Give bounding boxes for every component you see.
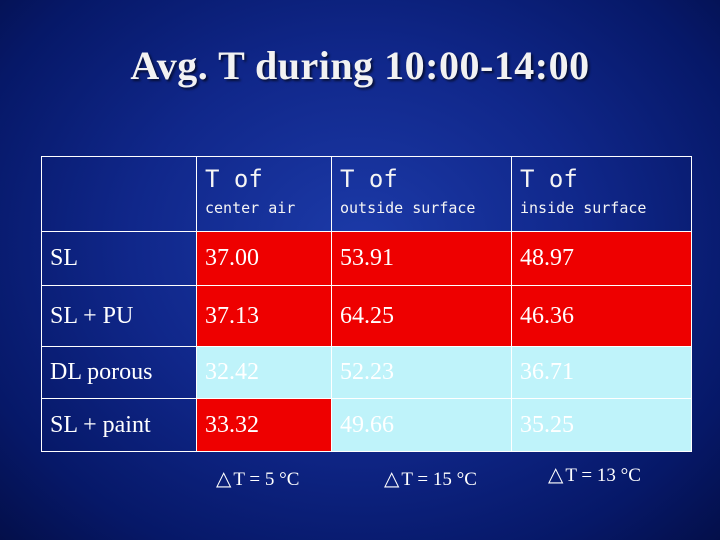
row-label: SL + PU <box>41 285 197 347</box>
header-sublabel: outside surface <box>340 199 476 217</box>
delta-t-inside-surface: △ T = 13 °C <box>548 462 641 487</box>
table-row: SL 37.00 53.91 48.97 <box>41 231 692 286</box>
temperature-table: T of center air T of outside surface T o… <box>41 156 692 452</box>
table-cell: 64.25 <box>331 285 512 347</box>
table-cell: 35.25 <box>511 398 692 452</box>
table-corner-cell <box>41 156 197 232</box>
table-cell: 37.00 <box>196 231 332 286</box>
triangle-icon: △ <box>216 468 232 490</box>
table-cell: 49.66 <box>331 398 512 452</box>
delta-text: T = 15 °C <box>401 469 477 490</box>
delta-text: T = 5 °C <box>233 469 300 490</box>
slide-title: Avg. T during 10:00-14:00 <box>130 43 590 88</box>
header-center-air: T of center air <box>196 156 332 232</box>
header-label: T of <box>205 165 263 193</box>
row-label: SL + paint <box>41 398 197 452</box>
delta-text: T = 13 °C <box>565 465 641 486</box>
triangle-icon: △ <box>548 464 564 486</box>
table-cell: 33.32 <box>196 398 332 452</box>
header-sublabel: inside surface <box>520 199 647 217</box>
row-label: DL porous <box>41 346 197 399</box>
row-label: SL <box>41 231 197 286</box>
table-header-row: T of center air T of outside surface T o… <box>41 156 692 232</box>
table-cell: 32.42 <box>196 346 332 399</box>
table-cell: 48.97 <box>511 231 692 286</box>
table-cell: 36.71 <box>511 346 692 399</box>
delta-t-center-air: △ T = 5 °C <box>216 466 299 491</box>
table-row: SL + PU 37.13 64.25 46.36 <box>41 285 692 347</box>
table-row: DL porous 32.42 52.23 36.71 <box>41 346 692 399</box>
header-label: T of <box>340 165 398 193</box>
table-cell: 46.36 <box>511 285 692 347</box>
triangle-icon: △ <box>384 468 400 490</box>
table-cell: 52.23 <box>331 346 512 399</box>
table-row: SL + paint 33.32 49.66 35.25 <box>41 398 692 452</box>
delta-t-outside-surface: △ T = 15 °C <box>384 466 477 491</box>
header-label: T of <box>520 165 578 193</box>
table-cell: 37.13 <box>196 285 332 347</box>
header-outside-surface: T of outside surface <box>331 156 512 232</box>
header-sublabel: center air <box>205 199 296 217</box>
header-inside-surface: T of inside surface <box>511 156 692 232</box>
table-cell: 53.91 <box>331 231 512 286</box>
